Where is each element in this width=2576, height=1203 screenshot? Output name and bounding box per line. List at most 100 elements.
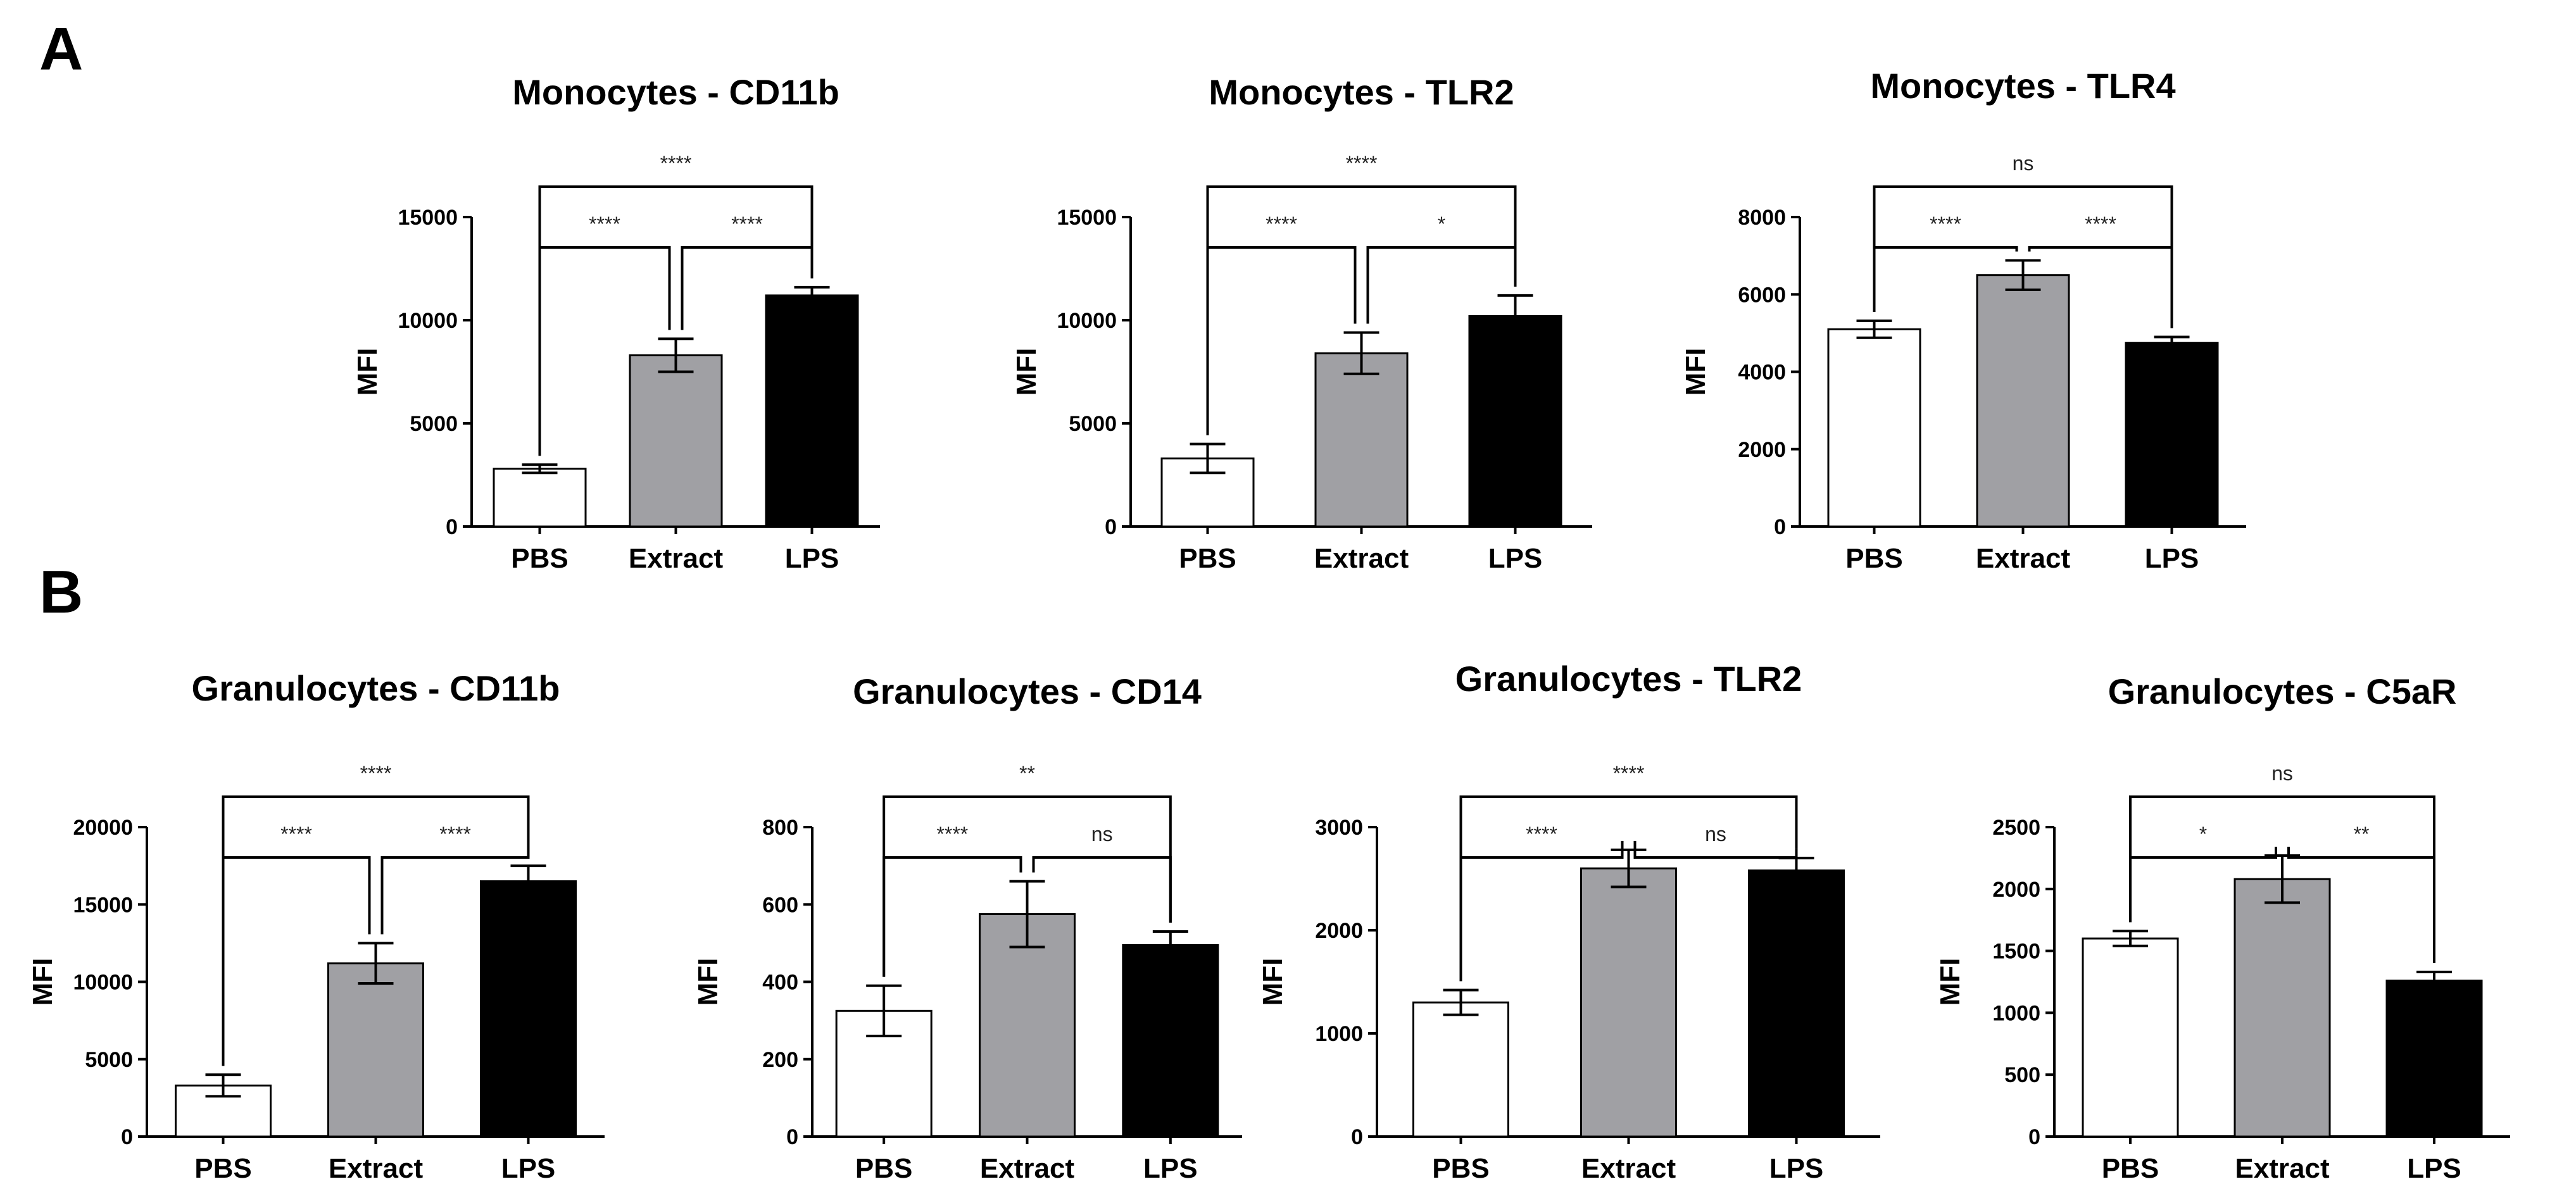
bar-pbs <box>493 468 587 528</box>
y-tick-label: 20000 <box>73 816 133 840</box>
y-tick-label: 800 <box>762 816 798 840</box>
significance-label: **** <box>439 823 471 845</box>
y-tick-label: 1500 <box>1992 940 2040 964</box>
x-tick-label-extract: Extract <box>1581 1153 1676 1184</box>
bar-lps <box>2125 342 2219 528</box>
y-tick-label: 4000 <box>1738 361 1786 385</box>
significance-bracket <box>2129 795 2435 963</box>
chart-3: Granulocytes - CD11b MFI 0 5000 10000 15000 20… <box>27 668 605 1184</box>
bar-lps <box>2385 980 2483 1138</box>
significance-bracket <box>380 856 530 935</box>
x-tick-label-lps: LPS <box>1143 1153 1198 1184</box>
x-tick-label-extract: Extract <box>329 1153 424 1184</box>
bar-lps <box>480 880 577 1138</box>
significance-bracket <box>1206 185 1517 435</box>
bar-pbs <box>1412 1001 1509 1138</box>
y-tick-label: 500 <box>2004 1063 2040 1087</box>
y-tick-label: 2000 <box>1992 878 2040 902</box>
x-tick-label-extract: Extract <box>2235 1153 2330 1184</box>
significance-label: **** <box>1613 762 1645 785</box>
y-tick-label: 10000 <box>1057 309 1117 333</box>
significance-label: **** <box>731 213 763 235</box>
chart-title: Granulocytes - C5aR <box>2108 671 2457 711</box>
y-axis-label: MFI <box>27 958 58 1006</box>
x-tick-label-lps: LPS <box>2145 543 2199 574</box>
x-tick-label-pbs: PBS <box>194 1153 251 1184</box>
bar-pbs <box>2082 937 2179 1138</box>
y-tick-label: 2000 <box>1315 919 1363 943</box>
chart-0: Monocytes - CD11b MFI 0 5000 10000 15000 PBS Ex… <box>352 72 880 574</box>
significance-label: **** <box>280 823 312 845</box>
chart-title: Monocytes - CD11b <box>512 72 839 112</box>
x-tick-label-lps: LPS <box>2407 1153 2461 1184</box>
x-tick-label-lps: LPS <box>1488 543 1543 574</box>
significance-label: **** <box>2085 213 2116 235</box>
y-tick-label: 0 <box>1105 515 1117 539</box>
bar-lps <box>765 294 859 528</box>
y-tick-label: 600 <box>762 893 798 917</box>
bar-lps <box>1122 944 1219 1138</box>
bar-extract <box>1976 274 2070 528</box>
bar-lps <box>1748 869 1845 1138</box>
y-axis-label: MFI <box>352 348 383 396</box>
bar-extract <box>979 913 1076 1138</box>
chart-title: Granulocytes - TLR2 <box>1455 659 1802 699</box>
chart-title: Monocytes - TLR2 <box>1209 72 1514 112</box>
significance-bracket <box>538 185 814 456</box>
y-tick-label: 200 <box>762 1048 798 1072</box>
y-tick-label: 0 <box>1351 1125 1363 1149</box>
chart-title: Granulocytes - CD14 <box>853 671 1202 711</box>
bar-extract <box>1580 867 1677 1138</box>
significance-bracket <box>1633 840 1798 859</box>
significance-label: ns <box>1091 823 1113 845</box>
significance-bracket <box>1459 795 1798 982</box>
x-tick-label-extract: Extract <box>980 1153 1075 1184</box>
bar-extract <box>327 962 424 1138</box>
y-tick-label: 15000 <box>1057 206 1117 230</box>
chart-6: Granulocytes - C5aR MFI 0 500 1000 1500 2000 25… <box>1935 671 2510 1184</box>
significance-bracket <box>1366 246 1517 324</box>
x-tick-label-lps: LPS <box>785 543 839 574</box>
y-tick-label: 8000 <box>1738 206 1786 230</box>
x-tick-label-lps: LPS <box>1769 1153 1824 1184</box>
significance-label: ns <box>2271 762 2293 785</box>
y-axis-label: MFI <box>693 958 724 1006</box>
significance-label: **** <box>1346 152 1378 175</box>
significance-label: ** <box>1019 762 1035 785</box>
bar-extract <box>1314 352 1409 528</box>
significance-label: ns <box>1705 823 1726 845</box>
y-tick-label: 5000 <box>410 412 458 436</box>
bar-lps <box>1468 315 1562 528</box>
y-tick-label: 5000 <box>1069 412 1117 436</box>
x-tick-label-extract: Extract <box>1314 543 1409 574</box>
significance-label: ns <box>2013 152 2034 175</box>
y-tick-label: 5000 <box>85 1048 133 1072</box>
y-tick-label: 2000 <box>1738 438 1786 462</box>
y-tick-label: 6000 <box>1738 283 1786 307</box>
significance-label: **** <box>1526 823 1557 845</box>
x-tick-label-extract: Extract <box>629 543 724 574</box>
significance-label: **** <box>936 823 968 845</box>
y-tick-label: 2500 <box>1992 816 2040 840</box>
y-tick-label: 15000 <box>398 206 458 230</box>
significance-label: **** <box>1266 213 1297 235</box>
y-axis-label: MFI <box>1011 348 1042 396</box>
chart-1: Monocytes - TLR2 MFI 0 5000 10000 15000 PBS Ext… <box>1011 72 1592 574</box>
y-axis-label: MFI <box>1257 958 1288 1006</box>
x-tick-label-pbs: PBS <box>1179 543 1236 574</box>
y-tick-label: 0 <box>2028 1125 2040 1149</box>
significance-label: **** <box>589 213 620 235</box>
x-tick-label-pbs: PBS <box>2102 1153 2159 1184</box>
significance-bracket <box>1032 856 1172 923</box>
y-tick-label: 15000 <box>73 893 133 917</box>
y-axis-label: MFI <box>1935 958 1966 1006</box>
chart-title: Monocytes - TLR4 <box>1870 66 2175 106</box>
y-tick-label: 0 <box>1774 515 1786 539</box>
x-tick-label-extract: Extract <box>1976 543 2071 574</box>
x-tick-label-pbs: PBS <box>1432 1153 1489 1184</box>
y-tick-label: 10000 <box>73 971 133 995</box>
chart-2: Monocytes - TLR4 MFI 0 2000 4000 6000 8000 PBS E… <box>1680 66 2246 574</box>
panel-letter-a: A <box>39 15 83 83</box>
significance-label: * <box>2199 823 2207 845</box>
